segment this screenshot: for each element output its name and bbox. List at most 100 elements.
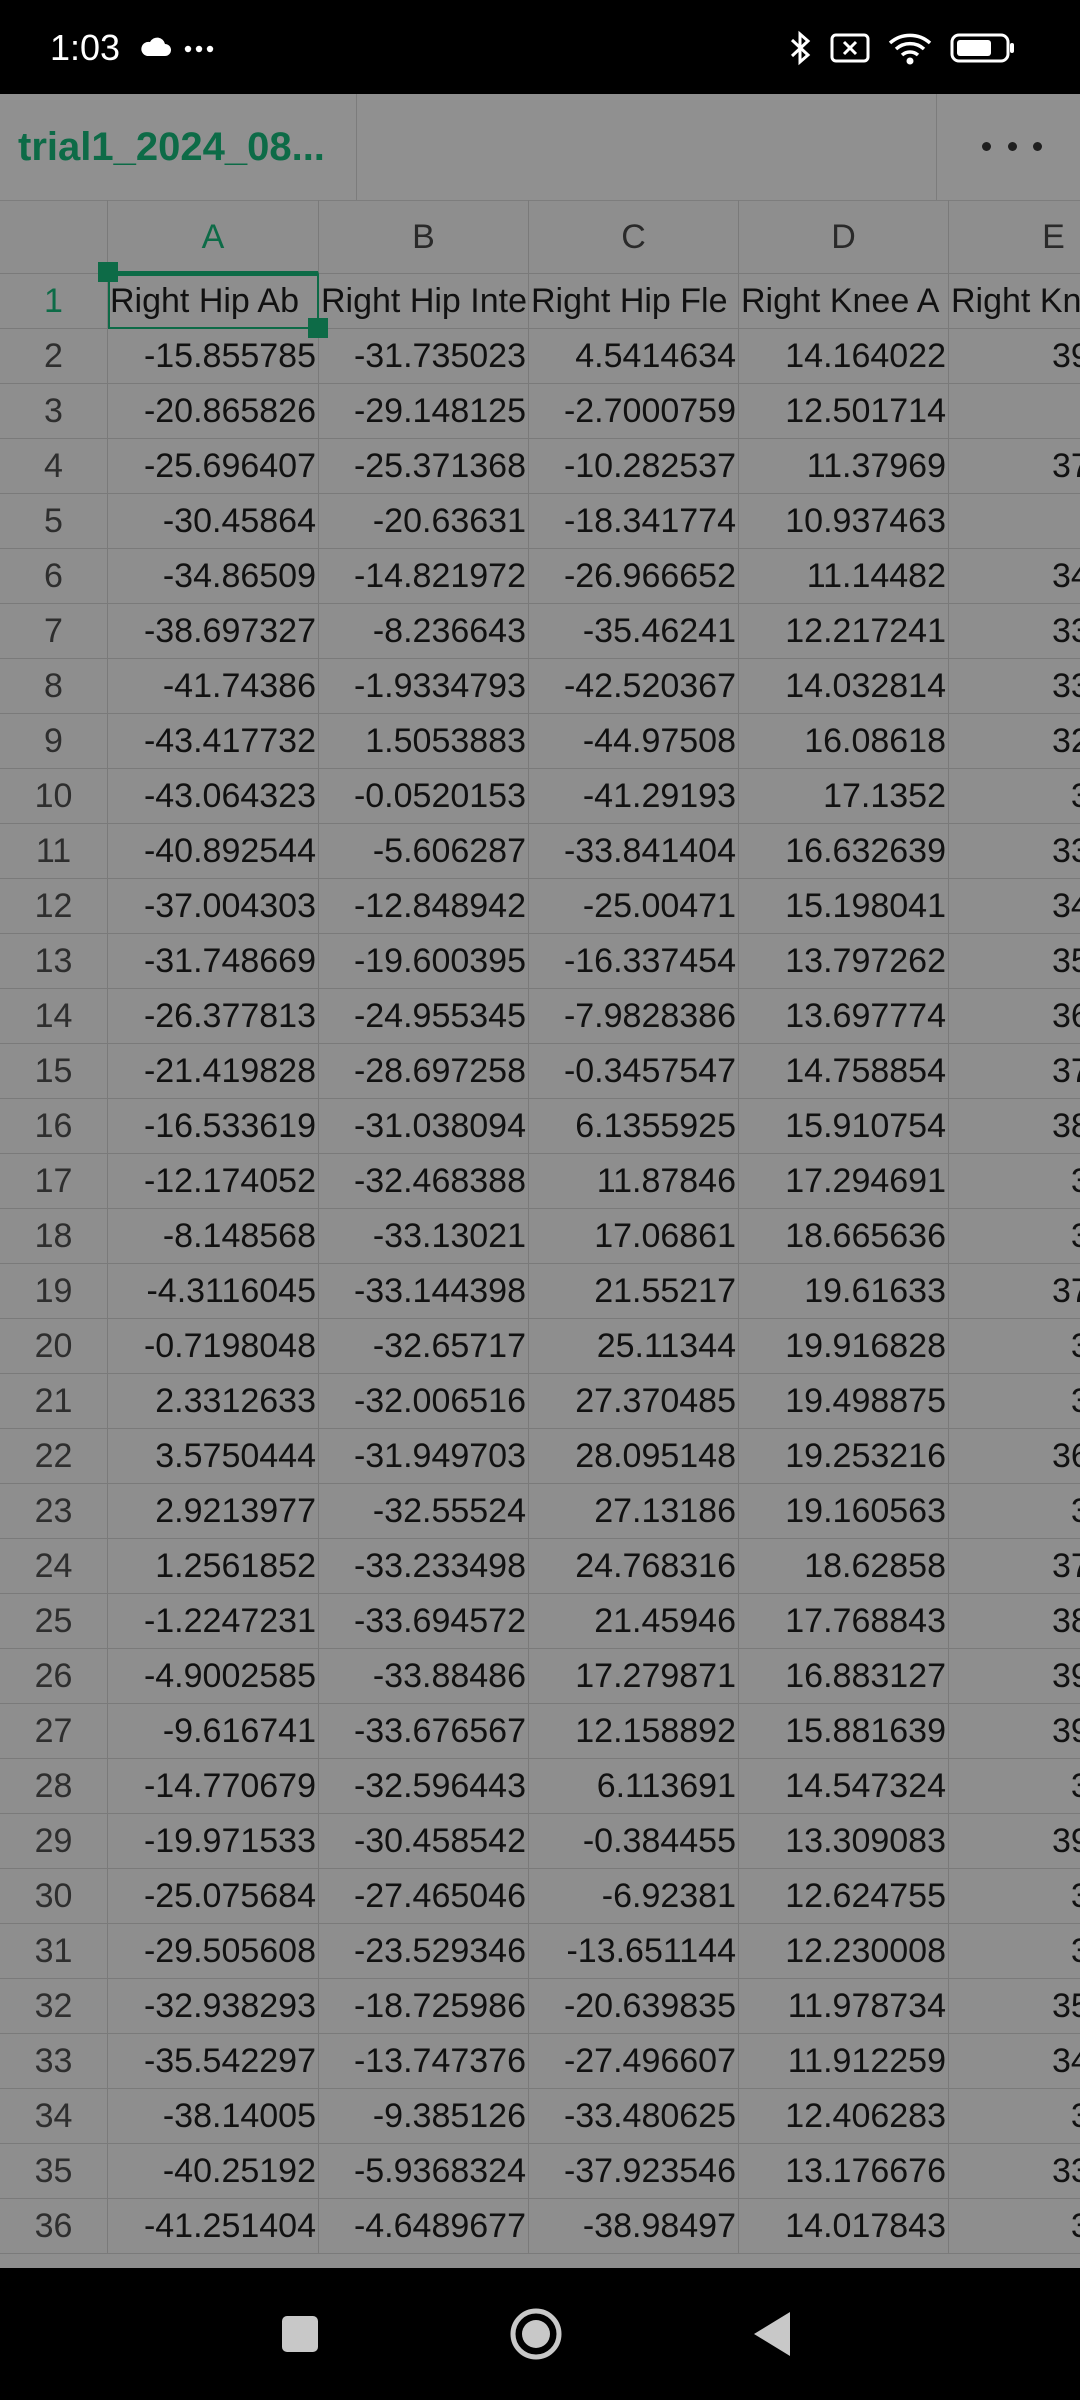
table-cell[interactable]: -9.616741 xyxy=(108,1704,319,1759)
table-cell[interactable]: -1.2247231 xyxy=(108,1594,319,1649)
table-cell[interactable]: -38.697327 xyxy=(108,604,319,659)
row-header[interactable]: 15 xyxy=(0,1044,108,1099)
row-header[interactable]: 36 xyxy=(0,2199,108,2254)
row-header[interactable]: 18 xyxy=(0,1209,108,1264)
table-cell[interactable]: 37.869 xyxy=(949,1044,1080,1099)
table-cell[interactable]: -30.458542 xyxy=(319,1814,529,1869)
table-cell[interactable]: 15.198041 xyxy=(739,879,949,934)
table-cell[interactable]: -4.3116045 xyxy=(108,1264,319,1319)
row-header[interactable]: 24 xyxy=(0,1539,108,1594)
table-cell[interactable]: -33.233498 xyxy=(319,1539,529,1594)
table-cell[interactable]: -7.9828386 xyxy=(529,989,739,1044)
table-cell[interactable]: -14.821972 xyxy=(319,549,529,604)
table-cell[interactable]: 13.309083 xyxy=(739,1814,949,1869)
table-cell[interactable]: 39.284 xyxy=(949,329,1080,384)
table-cell[interactable]: -12.174052 xyxy=(108,1154,319,1209)
row-header[interactable]: 22 xyxy=(0,1429,108,1484)
table-cell[interactable]: 39.683 xyxy=(949,1704,1080,1759)
table-cell[interactable]: -32.938293 xyxy=(108,1979,319,2034)
table-cell[interactable]: 2.9213977 xyxy=(108,1484,319,1539)
row-header[interactable]: 12 xyxy=(0,879,108,934)
row-header[interactable]: 28 xyxy=(0,1759,108,1814)
table-cell[interactable]: 35.807 xyxy=(949,1979,1080,2034)
table-cell[interactable]: -38.14005 xyxy=(108,2089,319,2144)
table-cell[interactable]: 33.69 xyxy=(949,2199,1080,2254)
table-cell[interactable]: 37.41 xyxy=(949,1924,1080,1979)
table-cell[interactable]: Right Kn xyxy=(949,274,1080,329)
table-cell[interactable]: 24.768316 xyxy=(529,1539,739,1594)
table-cell[interactable]: 36.280 xyxy=(949,1429,1080,1484)
table-cell[interactable]: -40.892544 xyxy=(108,824,319,879)
table-cell[interactable]: 11.978734 xyxy=(739,1979,949,2034)
table-cell[interactable]: 4.5414634 xyxy=(529,329,739,384)
table-cell[interactable]: 34.634 xyxy=(949,549,1080,604)
row-header[interactable]: 17 xyxy=(0,1154,108,1209)
table-cell[interactable]: 17.1352 xyxy=(739,769,949,824)
table-cell[interactable]: -26.377813 xyxy=(108,989,319,1044)
row-header[interactable]: 30 xyxy=(0,1869,108,1924)
row-header[interactable]: 2 xyxy=(0,329,108,384)
row-header[interactable]: 7 xyxy=(0,604,108,659)
table-cell[interactable]: 15.881639 xyxy=(739,1704,949,1759)
table-cell[interactable]: 37.283 xyxy=(949,439,1080,494)
table-cell[interactable]: 38.5 xyxy=(949,384,1080,439)
table-cell[interactable]: 11.87846 xyxy=(529,1154,739,1209)
table-cell[interactable]: 38.58 xyxy=(949,1869,1080,1924)
table-cell[interactable]: -14.770679 xyxy=(108,1759,319,1814)
table-cell[interactable]: 12.624755 xyxy=(739,1869,949,1924)
table-cell[interactable]: 33.060 xyxy=(949,824,1080,879)
table-cell[interactable]: -30.45864 xyxy=(108,494,319,549)
table-cell[interactable]: -32.596443 xyxy=(319,1759,529,1814)
table-cell[interactable]: -32.468388 xyxy=(319,1154,529,1209)
row-header[interactable]: 23 xyxy=(0,1484,108,1539)
table-cell[interactable]: -37.923546 xyxy=(529,2144,739,2199)
table-cell[interactable]: 11.37969 xyxy=(739,439,949,494)
row-header[interactable]: 33 xyxy=(0,2034,108,2089)
row-header[interactable]: 21 xyxy=(0,1374,108,1429)
table-cell[interactable]: 16.08618 xyxy=(739,714,949,769)
table-cell[interactable]: -10.282537 xyxy=(529,439,739,494)
table-cell[interactable]: -0.3457547 xyxy=(529,1044,739,1099)
selection-handle-start[interactable] xyxy=(98,262,118,282)
table-cell[interactable]: -0.0520153 xyxy=(319,769,529,824)
table-cell[interactable]: 6.113691 xyxy=(529,1759,739,1814)
table-cell[interactable]: 36.74 xyxy=(949,1319,1080,1374)
table-cell[interactable]: -31.748669 xyxy=(108,934,319,989)
row-header[interactable]: 10 xyxy=(0,769,108,824)
row-header[interactable]: 9 xyxy=(0,714,108,769)
table-cell[interactable]: 3.5750444 xyxy=(108,1429,319,1484)
table-cell[interactable]: 15.910754 xyxy=(739,1099,949,1154)
table-cell[interactable]: 12.217241 xyxy=(739,604,949,659)
table-cell[interactable]: 21.55217 xyxy=(529,1264,739,1319)
table-cell[interactable]: -44.97508 xyxy=(529,714,739,769)
table-cell[interactable]: Right Knee A xyxy=(739,274,949,329)
table-cell[interactable]: 32.950 xyxy=(949,714,1080,769)
table-cell[interactable]: 2.3312633 xyxy=(108,1374,319,1429)
table-cell[interactable]: 33.579 xyxy=(949,2144,1080,2199)
row-header[interactable]: 31 xyxy=(0,1924,108,1979)
table-cell[interactable]: -18.341774 xyxy=(529,494,739,549)
table-cell[interactable]: -25.00471 xyxy=(529,879,739,934)
table-cell[interactable]: -4.9002585 xyxy=(108,1649,319,1704)
table-cell[interactable]: -19.971533 xyxy=(108,1814,319,1869)
table-cell[interactable]: -9.385126 xyxy=(319,2089,529,2144)
row-header[interactable]: 25 xyxy=(0,1594,108,1649)
table-cell[interactable]: -25.371368 xyxy=(319,439,529,494)
table-cell[interactable]: -35.542297 xyxy=(108,2034,319,2089)
table-cell[interactable]: 38.542 xyxy=(949,1594,1080,1649)
table-cell[interactable]: -21.419828 xyxy=(108,1044,319,1099)
row-header[interactable]: 6 xyxy=(0,549,108,604)
table-cell[interactable]: -5.606287 xyxy=(319,824,529,879)
table-cell[interactable]: 37.528 xyxy=(949,1264,1080,1319)
table-cell[interactable]: -2.7000759 xyxy=(529,384,739,439)
file-title[interactable]: trial1_2024_08... xyxy=(18,125,325,169)
table-cell[interactable]: -41.251404 xyxy=(108,2199,319,2254)
row-header[interactable]: 20 xyxy=(0,1319,108,1374)
table-cell[interactable]: 16.883127 xyxy=(739,1649,949,1704)
table-cell[interactable]: 36.94 xyxy=(949,1484,1080,1539)
table-cell[interactable]: 12.501714 xyxy=(739,384,949,439)
table-cell[interactable]: 10.937463 xyxy=(739,494,949,549)
table-cell[interactable]: -23.529346 xyxy=(319,1924,529,1979)
table-cell[interactable]: 18.62858 xyxy=(739,1539,949,1594)
table-cell[interactable]: -29.148125 xyxy=(319,384,529,439)
